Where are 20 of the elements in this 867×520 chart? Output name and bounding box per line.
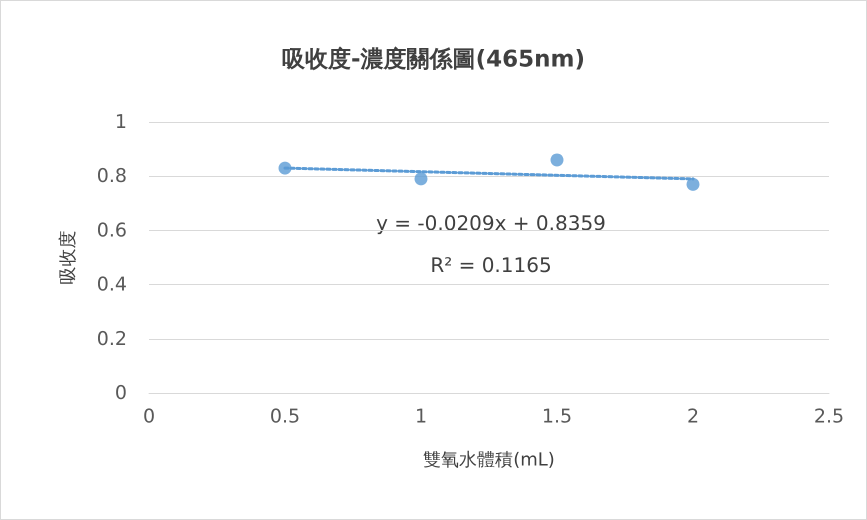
x-tick-label: 0 bbox=[142, 406, 156, 428]
x-axis-title: 雙氧水體積(mL) bbox=[423, 450, 555, 470]
annotation: R² = 0.1165 bbox=[430, 253, 552, 277]
x-tick-label: 2 bbox=[686, 406, 700, 428]
chart-title: 吸收度-濃度關係圖(465nm) bbox=[282, 46, 585, 72]
y-tick-label: 0.4 bbox=[96, 274, 127, 296]
y-tick-label: 0.2 bbox=[96, 328, 127, 350]
y-tick-label: 0.6 bbox=[96, 219, 127, 242]
x-tick-label: 1 bbox=[414, 406, 428, 428]
x-tick-label: 0.5 bbox=[270, 406, 300, 428]
annotation: y = -0.0209x + 0.8359 bbox=[376, 211, 606, 235]
y-axis-title: 吸收度 bbox=[58, 230, 78, 284]
point bbox=[686, 178, 700, 191]
y-tick-label: 0 bbox=[114, 382, 127, 404]
point bbox=[414, 172, 428, 186]
y-tick-label: 0.8 bbox=[96, 165, 127, 188]
x-tick-label: 2.5 bbox=[814, 406, 844, 428]
y-tick-label: 1 bbox=[114, 111, 127, 133]
point bbox=[550, 153, 564, 166]
x-tick-label: 1.5 bbox=[542, 406, 572, 428]
